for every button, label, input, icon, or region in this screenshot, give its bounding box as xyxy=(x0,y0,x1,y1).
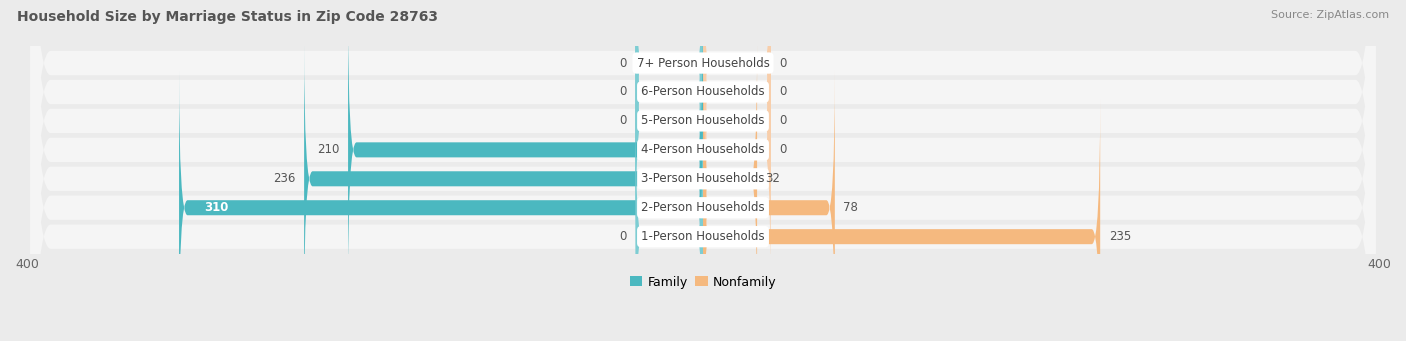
Text: 4-Person Households: 4-Person Households xyxy=(641,143,765,157)
FancyBboxPatch shape xyxy=(304,42,703,316)
Legend: Family, Nonfamily: Family, Nonfamily xyxy=(624,271,782,294)
Text: 0: 0 xyxy=(620,57,627,70)
Text: 6-Person Households: 6-Person Households xyxy=(641,86,765,99)
Text: 310: 310 xyxy=(204,201,229,214)
FancyBboxPatch shape xyxy=(31,0,1375,341)
FancyBboxPatch shape xyxy=(703,42,756,316)
Text: Source: ZipAtlas.com: Source: ZipAtlas.com xyxy=(1271,10,1389,20)
Text: 0: 0 xyxy=(620,115,627,128)
Text: 78: 78 xyxy=(844,201,858,214)
FancyBboxPatch shape xyxy=(703,71,835,341)
Text: Household Size by Marriage Status in Zip Code 28763: Household Size by Marriage Status in Zip… xyxy=(17,10,437,24)
FancyBboxPatch shape xyxy=(31,0,1375,341)
Text: 32: 32 xyxy=(765,172,780,185)
Text: 0: 0 xyxy=(779,143,786,157)
Text: 3-Person Households: 3-Person Households xyxy=(641,172,765,185)
FancyBboxPatch shape xyxy=(636,0,703,229)
FancyBboxPatch shape xyxy=(31,0,1375,341)
FancyBboxPatch shape xyxy=(703,100,1099,341)
Text: 7+ Person Households: 7+ Person Households xyxy=(637,57,769,70)
FancyBboxPatch shape xyxy=(179,71,703,341)
FancyBboxPatch shape xyxy=(636,100,703,341)
Text: 1-Person Households: 1-Person Households xyxy=(641,230,765,243)
Text: 0: 0 xyxy=(779,86,786,99)
FancyBboxPatch shape xyxy=(703,0,770,229)
FancyBboxPatch shape xyxy=(31,0,1375,341)
Text: 236: 236 xyxy=(273,172,295,185)
Text: 2-Person Households: 2-Person Households xyxy=(641,201,765,214)
Text: 0: 0 xyxy=(620,86,627,99)
FancyBboxPatch shape xyxy=(636,0,703,200)
Text: 0: 0 xyxy=(779,57,786,70)
FancyBboxPatch shape xyxy=(703,13,770,287)
FancyBboxPatch shape xyxy=(636,0,703,258)
FancyBboxPatch shape xyxy=(349,13,703,287)
Text: 235: 235 xyxy=(1109,230,1130,243)
FancyBboxPatch shape xyxy=(31,0,1375,341)
FancyBboxPatch shape xyxy=(31,0,1375,341)
FancyBboxPatch shape xyxy=(703,0,770,200)
FancyBboxPatch shape xyxy=(703,0,770,258)
Text: 0: 0 xyxy=(620,230,627,243)
Text: 5-Person Households: 5-Person Households xyxy=(641,115,765,128)
Text: 0: 0 xyxy=(779,115,786,128)
Text: 210: 210 xyxy=(318,143,340,157)
FancyBboxPatch shape xyxy=(31,0,1375,341)
